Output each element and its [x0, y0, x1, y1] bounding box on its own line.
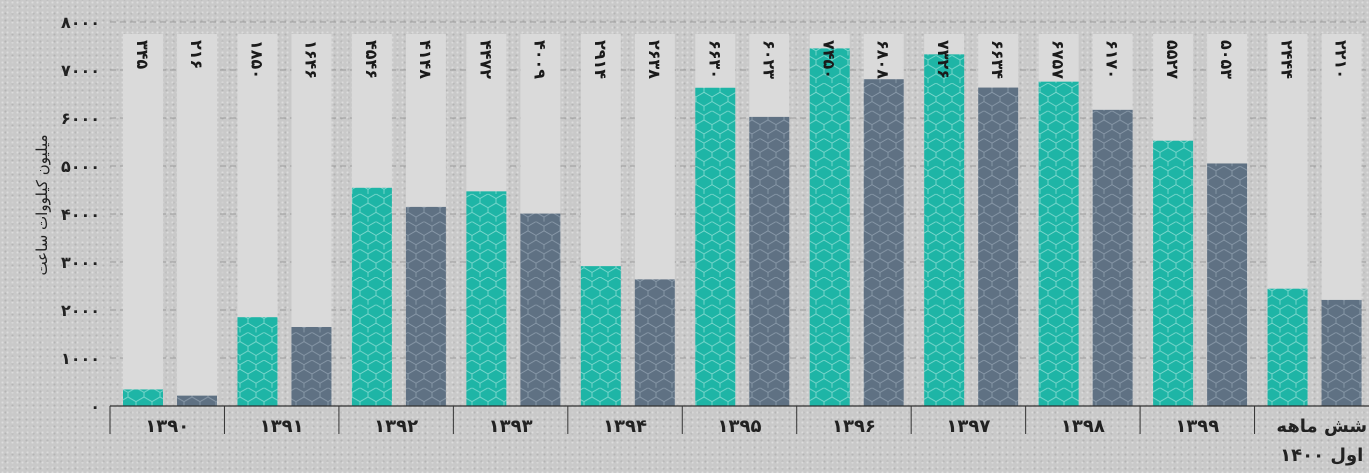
- bar: [1092, 109, 1133, 406]
- y-tick-label: ۲۰۰۰: [61, 301, 100, 320]
- bar: [466, 191, 507, 406]
- bar: [978, 87, 1019, 407]
- bar-value-label: ۶۷۵۷: [1049, 40, 1068, 79]
- bar-value-label: ۴۵۴۶: [362, 40, 381, 79]
- bar-value-label: ۶۰۲۳: [759, 40, 778, 79]
- bar: [1321, 299, 1362, 406]
- bar: [177, 395, 217, 406]
- bar: [1153, 140, 1194, 407]
- bars: [123, 48, 1362, 407]
- bar-value-label: ۴۱۴۸: [416, 40, 435, 79]
- y-tick-label: ۱۰۰۰: [61, 349, 100, 368]
- y-tick-label: ۸۰۰۰: [61, 13, 100, 32]
- bar: [520, 213, 561, 406]
- x-category-label: ۱۳۹۵: [718, 416, 762, 437]
- bar: [237, 317, 278, 406]
- bar-value-label: ۲۹۱۴: [591, 40, 610, 79]
- bar: [351, 187, 392, 406]
- x-category-label: شش ماهه: [1276, 416, 1367, 437]
- x-category-label: ۱۳۹۶: [832, 416, 876, 437]
- bar-value-label: ۲۶۳۸: [645, 40, 664, 79]
- bar-value-label: ۶۶۳۴: [988, 40, 1007, 79]
- bar-value-label: ۴۴۷۲: [476, 40, 495, 79]
- bar: [695, 87, 736, 406]
- y-tick-label: ۰: [90, 397, 100, 416]
- bar: [749, 116, 790, 407]
- bar-value-label: ۲۲۱۰: [1332, 40, 1351, 79]
- x-category-label: ۱۳۹۴: [603, 416, 647, 437]
- x-category-label: ۱۳۹۹: [1175, 416, 1219, 437]
- bar: [405, 206, 446, 406]
- bar-value-label: ۳۴۵: [133, 40, 152, 70]
- bar-track: [177, 34, 217, 406]
- bar-track: [123, 34, 163, 406]
- bar-value-label: ۶۸۰۸: [874, 40, 893, 79]
- bar: [1207, 163, 1248, 406]
- bar: [809, 48, 850, 407]
- bar-value-label: ۱۶۴۶: [301, 40, 320, 79]
- bar-value-label: ۱۸۵۰: [247, 40, 266, 79]
- y-axis-label: میلیون کیلووات ساعت: [33, 134, 51, 275]
- y-tick-label: ۶۰۰۰: [61, 109, 100, 128]
- bar-value-label: ۶۶۳۰: [705, 40, 724, 79]
- bar-value-label: ۷۳۲۶: [934, 40, 953, 79]
- x-category-label: ۱۳۹۸: [1061, 416, 1105, 437]
- value-labels: ۳۴۵ ۲۱۶ ۱۸۵۰ ۱۶۴۶ ۴۵۴۶ ۴۱۴۸ ۴۴۷۲ ۴۰۰۹ ۲۹۱۴ ۲۶۳۸ ۶۶…: [133, 40, 1351, 79]
- bar-value-label: ۷۴۵۰: [820, 40, 839, 79]
- bar: [924, 54, 965, 407]
- axes: ۰ ۱۰۰۰ ۲۰۰۰ ۳۰۰۰ ۴۰۰۰ ۵۰۰۰ ۶۰۰۰ ۷۰۰۰ ۸۰۰۰ ۱۳۹۰ ۱۳۹…: [61, 13, 1369, 466]
- x-category-label: ۱۳۹۱: [260, 416, 304, 437]
- x-category-label: ۱۳۹۰: [145, 416, 189, 437]
- x-category-label: ۱۳۹۷: [946, 416, 990, 437]
- bar: [1267, 288, 1308, 406]
- bar-value-label: ۴۰۰۹: [530, 40, 549, 79]
- bar: [863, 79, 904, 406]
- y-tick-label: ۵۰۰۰: [61, 157, 100, 176]
- y-tick-label: ۳۰۰۰: [61, 253, 100, 272]
- y-tick-label: ۷۰۰۰: [61, 61, 100, 80]
- bar: [123, 389, 163, 406]
- bar-value-label: ۵۰۵۳: [1217, 40, 1236, 79]
- x-category-label: اول ۱۴۰۰: [1280, 445, 1363, 466]
- bar: [291, 326, 332, 406]
- bar-value-label: ۲۱۶: [187, 40, 206, 69]
- x-category-label: ۱۳۹۳: [489, 416, 533, 437]
- bar-value-label: ۵۵۲۷: [1163, 40, 1182, 79]
- x-category-label: ۱۳۹۲: [374, 416, 418, 437]
- bar: [580, 266, 621, 406]
- bar-value-label: ۶۱۷۰: [1103, 40, 1122, 79]
- bar-value-label: ۲۴۴۴: [1278, 40, 1297, 79]
- y-tick-label: ۴۰۰۰: [61, 205, 100, 224]
- bar: [1038, 81, 1079, 406]
- bar: [634, 279, 675, 406]
